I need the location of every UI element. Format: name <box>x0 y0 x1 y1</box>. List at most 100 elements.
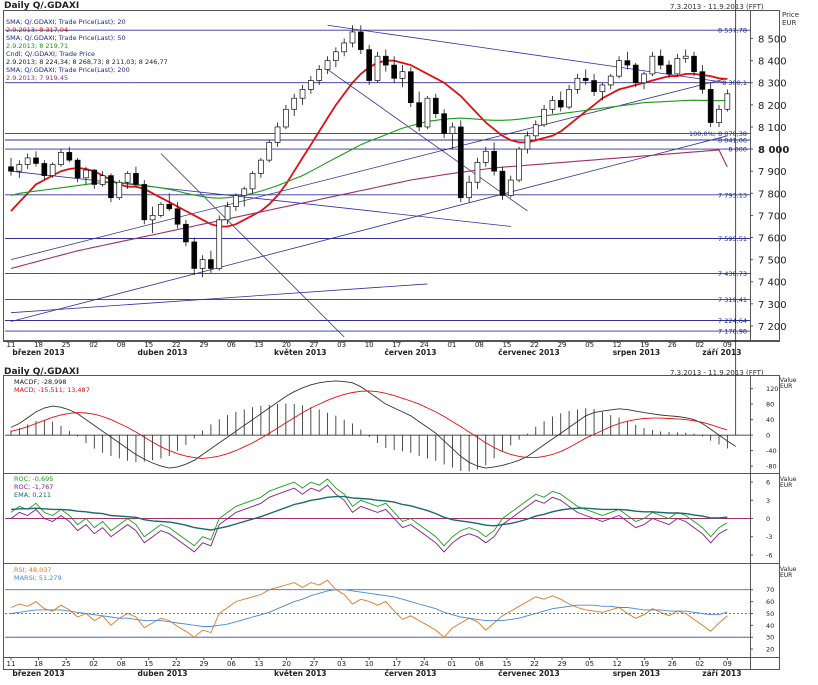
candle-body <box>308 80 314 90</box>
indicator-tick-label: 40 <box>766 622 774 630</box>
candle-body <box>283 108 289 128</box>
candle-body <box>449 126 456 134</box>
day-tick-label: 08 <box>475 660 484 668</box>
month-label: červen 2013 <box>384 348 436 357</box>
indicator-unit-label: EUR <box>780 383 792 390</box>
candle-body <box>158 203 164 216</box>
candle-body <box>191 241 198 269</box>
trend-line <box>10 135 728 322</box>
legend-sma20: SMA; Q/.GDAXI; Trade Price(Last); 20 <box>6 18 126 26</box>
candle-body <box>124 173 131 183</box>
candle-body <box>382 55 389 66</box>
candle-body <box>399 71 406 79</box>
day-tick-label: 15 <box>502 341 511 349</box>
legend-macd: MACD; -15,511; 13,487 <box>14 386 90 394</box>
month-label: září 2013 <box>702 669 741 678</box>
candle-body <box>258 159 264 174</box>
candle-body <box>657 55 664 66</box>
indicator-tick-label: 60 <box>766 598 774 606</box>
price-tick-label: 7 900 <box>758 167 787 178</box>
day-tick-label: 22 <box>172 341 181 349</box>
indicator-tick-label: -6 <box>766 551 772 559</box>
candle-body <box>591 80 597 92</box>
day-tick-label: 01 <box>447 341 456 349</box>
day-tick-label: 24 <box>420 660 429 668</box>
price-level-label: 8 537,78 <box>718 27 747 35</box>
day-tick-label: 12 <box>613 660 622 668</box>
candle-body <box>299 89 306 99</box>
indicator-tick-label: 3 <box>766 497 770 505</box>
day-tick-label: 11 <box>7 341 16 349</box>
legend-sma200-value: 2.9.2013; 7 919,45 <box>6 74 69 82</box>
legend-marsi: MARSI; 51,279 <box>14 574 62 582</box>
price-tick-label: 7 200 <box>758 322 787 333</box>
candle-body <box>199 259 206 269</box>
day-tick-label: 15 <box>502 660 511 668</box>
price-level-label: 7 595,51 <box>718 235 747 243</box>
indicator-tick-label: 50 <box>766 610 774 618</box>
trend-line <box>10 77 728 261</box>
indicator-tick-label: -80 <box>766 463 777 471</box>
day-tick-label: 09 <box>723 660 732 668</box>
candle-body <box>49 164 56 176</box>
candle-body <box>541 108 547 126</box>
day-tick-label: 17 <box>392 660 401 668</box>
day-tick-label: 15 <box>144 341 153 349</box>
indicator-unit-label: EUR <box>780 482 792 489</box>
indicator-unit-label: Value <box>780 476 797 483</box>
month-label: srpen 2013 <box>613 669 660 678</box>
candle-body <box>699 71 706 90</box>
candle-body <box>174 208 181 225</box>
candle-body <box>649 55 656 75</box>
day-tick-label: 18 <box>34 660 43 668</box>
moving-average-line <box>10 99 728 199</box>
day-tick-label: 13 <box>255 660 264 668</box>
candle-body <box>366 49 373 81</box>
date-range: 7.3.2013 - 11.9.2013 (FFT) <box>670 3 764 11</box>
indicator-line <box>10 390 728 459</box>
candle-body <box>224 206 231 221</box>
indicator-tick-label: 0 <box>766 432 770 440</box>
lower-date-range: 7.3.2013 - 11.9.2013 (FFT) <box>670 369 764 377</box>
indicator-line <box>10 478 728 547</box>
candle-body <box>274 126 281 143</box>
candle-body <box>557 100 564 108</box>
moving-average-line <box>10 59 728 228</box>
price-level-label: 7 793,13 <box>718 191 747 199</box>
day-tick-label: 06 <box>227 660 236 668</box>
day-tick-label: 17 <box>392 341 401 349</box>
month-label: duben 2013 <box>138 348 188 357</box>
candle-body <box>691 55 697 73</box>
day-tick-label: 01 <box>447 660 456 668</box>
price-tick-label: 7 400 <box>758 278 787 289</box>
candle-body <box>24 157 31 165</box>
candle-body <box>133 173 139 185</box>
month-label: červenec 2013 <box>498 669 560 678</box>
currency-unit-label: EUR <box>782 19 797 27</box>
day-tick-label: 10 <box>365 341 374 349</box>
month-label: září 2013 <box>702 348 741 357</box>
candle-body <box>208 259 214 269</box>
candle-body <box>566 89 572 108</box>
candle-body <box>349 31 356 44</box>
candle-body <box>707 89 714 123</box>
indicator-line <box>10 579 728 638</box>
price-tick-label: 7 500 <box>758 256 787 267</box>
price-level-label: 7 436,73 <box>718 270 747 278</box>
candle-body <box>108 175 114 199</box>
day-tick-label: 08 <box>117 660 126 668</box>
candle-body <box>457 126 464 199</box>
indicator-tick-label: 0 <box>766 515 770 523</box>
month-label: červenec 2013 <box>498 348 560 357</box>
legend-rsi: RSI; 48,037 <box>14 566 52 574</box>
indicator-tick-label: 70 <box>766 586 774 594</box>
candle-body <box>632 64 639 84</box>
month-label: květen 2013 <box>274 669 326 678</box>
candle-body <box>424 97 431 128</box>
candle-body <box>607 75 614 86</box>
legend-candle-value: 2.9.2013; 8 224,34; 8 268,73; 8 211,03; … <box>6 58 168 66</box>
indicator-unit-label: EUR <box>780 572 792 579</box>
candle-body <box>549 100 556 110</box>
